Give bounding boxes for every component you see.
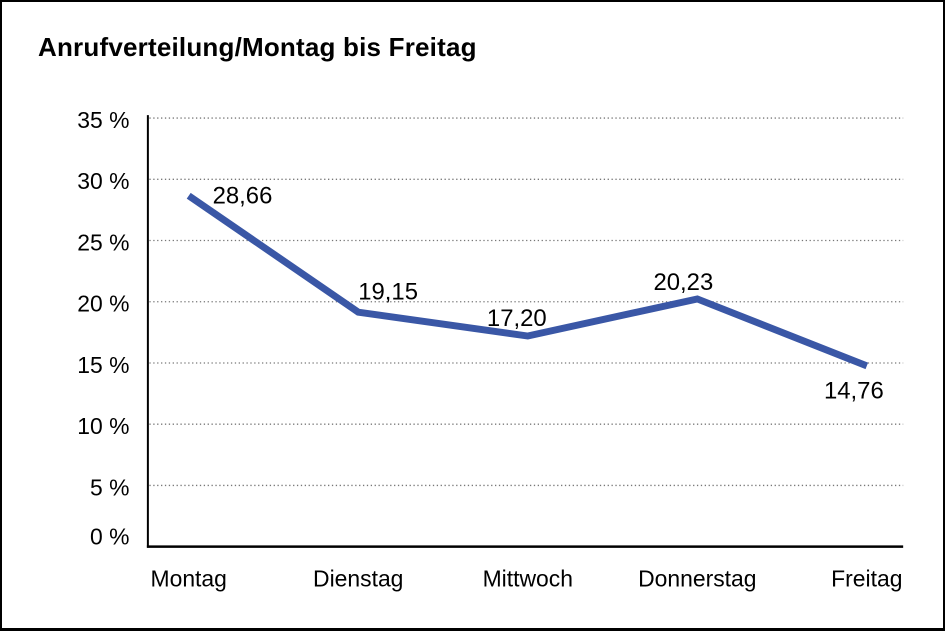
- data-label: 20,23: [653, 269, 713, 296]
- series-line: [186, 192, 869, 370]
- y-tick-label: 30 %: [77, 168, 129, 194]
- y-tick-label: 0 %: [90, 524, 129, 550]
- y-tick-label: 20 %: [77, 291, 129, 317]
- x-category-label: Montag: [151, 565, 227, 591]
- data-label: 17,20: [487, 305, 547, 332]
- data-label: 14,76: [824, 378, 884, 405]
- x-category-label: Mittwoch: [483, 565, 573, 591]
- x-category-label: Freitag: [831, 565, 902, 591]
- y-tick-label: 5 %: [90, 474, 129, 500]
- data-label: 28,66: [213, 183, 273, 210]
- x-category-label: Donnerstag: [638, 565, 756, 591]
- y-tick-label: 35 %: [77, 107, 129, 133]
- chart-title: Anrufverteilung/Montag bis Freitag: [38, 32, 477, 62]
- data-label: 19,15: [358, 278, 418, 305]
- y-tick-label: 10 %: [77, 413, 129, 439]
- y-tick-label: 15 %: [77, 352, 129, 378]
- x-category-label: Dienstag: [313, 565, 403, 591]
- y-tick-label: 25 %: [77, 229, 129, 255]
